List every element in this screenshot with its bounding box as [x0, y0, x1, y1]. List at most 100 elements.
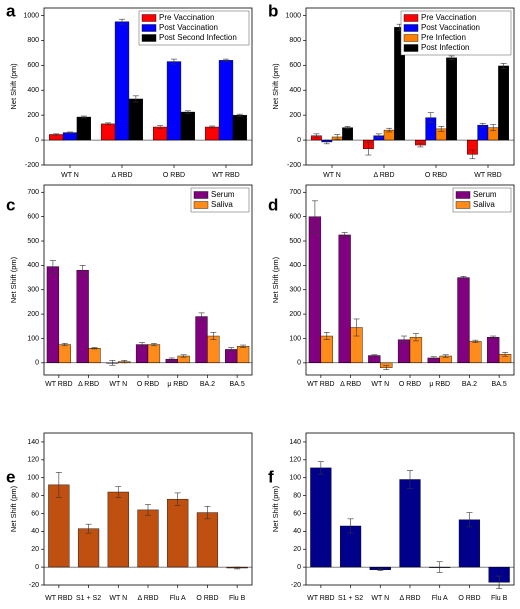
bar [232, 114, 248, 141]
error-bar [168, 357, 175, 361]
panel-label: f [268, 467, 274, 486]
y-tick-label: 80 [31, 492, 39, 499]
legend-label: Post Second Infection [159, 33, 237, 42]
x-tick-label: Flu B [229, 595, 246, 602]
y-tick-label: 60 [31, 510, 39, 517]
legend-label: Pre Vaccination [159, 13, 214, 22]
error-bar [105, 122, 112, 126]
plot-frame [43, 432, 253, 586]
error-bar [417, 142, 424, 148]
error-bar [502, 352, 509, 357]
bar [107, 491, 129, 568]
error-bar [53, 133, 60, 136]
error-bar [67, 131, 73, 134]
error-bar [377, 568, 384, 571]
y-tick-label: 120 [27, 457, 39, 464]
panel-label: d [268, 195, 278, 214]
bar [342, 127, 353, 141]
bar [167, 498, 189, 568]
y-axis-label: Net Shift (pm) [271, 63, 280, 110]
x-tick-label: BA.5 [230, 381, 245, 388]
error-bar [365, 142, 372, 156]
x-tick-label: O RBD [425, 172, 447, 179]
error-bar [323, 332, 330, 340]
panel-label: c [6, 195, 15, 214]
x-tick-label: WT N [371, 381, 389, 388]
error-bar [198, 312, 205, 321]
error-bar [61, 343, 68, 347]
plot-frame [43, 7, 253, 166]
x-tick-label: Flu B [491, 595, 508, 602]
y-tick-label: 0 [297, 137, 301, 144]
y-tick-label: 800 [27, 37, 39, 44]
error-bar [334, 134, 341, 140]
y-tick-label: -20 [29, 582, 39, 589]
y-tick-label: 1000 [23, 12, 39, 19]
legend-swatch [403, 14, 419, 22]
legend-swatch [403, 44, 419, 52]
legend-swatch [455, 201, 471, 209]
error-bar [479, 122, 486, 128]
bar [147, 344, 161, 364]
y-tick-label: 400 [27, 87, 39, 94]
y-tick-label: 40 [31, 528, 39, 535]
y-tick-label: 200 [27, 311, 39, 318]
y-tick-label: -200 [25, 162, 39, 169]
x-tick-label: WT N [109, 381, 127, 388]
y-tick-label: 500 [27, 238, 39, 245]
error-bar [184, 110, 191, 114]
error-bar [466, 512, 473, 528]
x-tick-label: WT N [371, 595, 389, 602]
bar [62, 132, 78, 141]
y-tick-label: 0 [35, 564, 39, 571]
error-bar [313, 133, 320, 138]
error-bar [180, 354, 187, 358]
bar [320, 335, 333, 364]
x-tick-label: S1 + S2 [338, 595, 363, 602]
y-tick-label: 800 [289, 37, 301, 44]
y-tick-label: 0 [297, 564, 301, 571]
legend-label: Saliva [211, 200, 233, 209]
y-tick-label: 60 [293, 510, 301, 517]
y-tick-label: 100 [289, 335, 301, 342]
error-bar [204, 506, 211, 520]
plot-frame [305, 7, 515, 166]
error-bar [496, 575, 503, 589]
bar [446, 57, 457, 141]
bar [180, 111, 196, 141]
legend-label: Post Vaccination [159, 23, 218, 32]
x-tick-label: μ RBD [429, 381, 450, 388]
error-bar [383, 365, 390, 370]
panel-label: e [6, 467, 15, 486]
legend-label: Pre Infection [421, 33, 466, 42]
y-tick-label: 400 [289, 87, 301, 94]
y-tick-label: 140 [27, 439, 39, 446]
error-bar [236, 113, 243, 117]
error-bar [311, 200, 318, 233]
error-bar [317, 461, 324, 475]
x-tick-label: WT N [109, 595, 127, 602]
bar [77, 528, 100, 568]
error-bar [171, 58, 177, 65]
x-tick-label: BA.2 [462, 381, 477, 388]
y-axis-label: Net Shift (pm) [9, 256, 18, 303]
x-tick-label: μ RBD [167, 381, 188, 388]
error-bar [223, 58, 229, 62]
x-tick-label: WT N [61, 172, 79, 179]
bar [469, 341, 482, 364]
bar [128, 98, 144, 141]
bar [196, 512, 219, 568]
y-tick-label: 100 [289, 475, 301, 482]
error-bar [490, 124, 497, 132]
bar [137, 509, 159, 568]
error-bar [371, 354, 378, 357]
y-tick-label: 200 [289, 112, 301, 119]
x-tick-label: BA.5 [492, 381, 507, 388]
y-tick-label: 1000 [285, 12, 301, 19]
y-tick-label: 20 [293, 546, 301, 553]
error-bar [85, 523, 92, 534]
y-tick-label: 700 [27, 189, 39, 196]
error-bar [438, 126, 445, 132]
y-tick-label: 400 [27, 262, 39, 269]
legend-swatch [403, 24, 419, 32]
